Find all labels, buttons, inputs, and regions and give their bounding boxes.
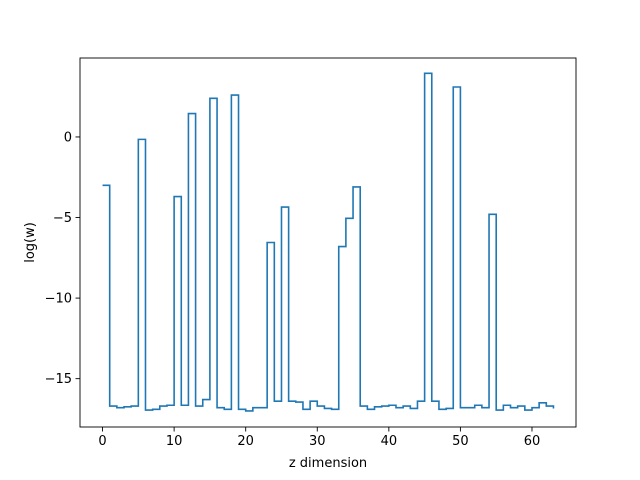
series-line-0 — [102, 72, 555, 412]
x-tick-label: 10 — [166, 434, 183, 449]
x-tick-label: 30 — [309, 434, 326, 449]
axes-frame — [79, 57, 577, 428]
y-tick-label: −5 — [53, 211, 72, 226]
plot-area — [102, 72, 555, 412]
x-tick-label: 50 — [452, 434, 469, 449]
y-tick-label: 0 — [64, 130, 72, 145]
x-axis: 0 10 20 30 40 50 60 — [98, 427, 540, 449]
y-tick-label: −15 — [45, 372, 72, 387]
y-axis: −15 −10 −5 0 — [45, 130, 80, 387]
x-tick-label: 0 — [98, 434, 106, 449]
y-axis-label: log(w) — [23, 222, 38, 263]
y-tick-label: −10 — [45, 292, 72, 307]
x-tick-label: 60 — [524, 434, 541, 449]
x-axis-label: z dimension — [289, 456, 367, 471]
x-tick-label: 20 — [237, 434, 254, 449]
x-tick-label: 40 — [381, 434, 398, 449]
